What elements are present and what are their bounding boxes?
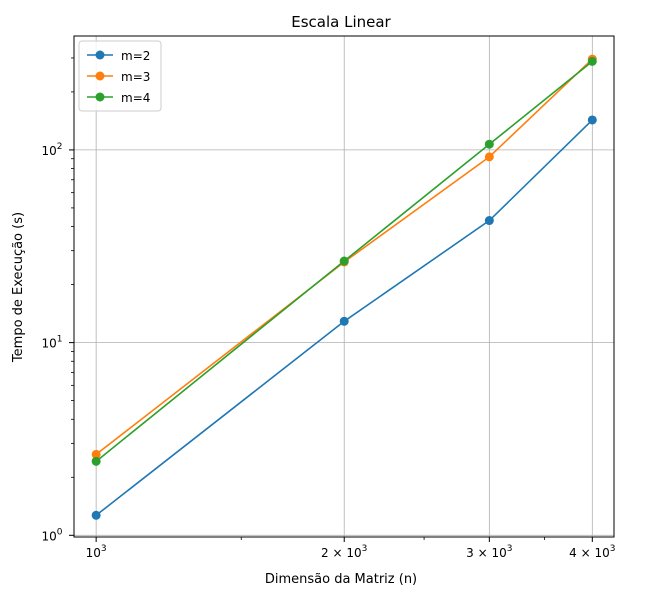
legend-item: m=3 bbox=[87, 70, 150, 84]
data-point bbox=[91, 510, 101, 520]
series-line bbox=[95, 60, 593, 462]
x-tick-label: 4 × 103 bbox=[569, 544, 615, 560]
data-point bbox=[484, 139, 494, 149]
legend-swatch-marker bbox=[95, 71, 105, 81]
data-point bbox=[587, 115, 597, 125]
x-tick-label: 103 bbox=[86, 544, 107, 560]
legend-swatch-marker bbox=[95, 92, 105, 102]
x-tick-label: 3 × 103 bbox=[466, 544, 512, 560]
legend-item: m=2 bbox=[87, 49, 150, 63]
data-point bbox=[91, 456, 101, 466]
data-point bbox=[484, 152, 494, 162]
x-axis-label: Dimensão da Matriz (n) bbox=[265, 572, 417, 587]
y-tick-label: 101 bbox=[41, 335, 62, 351]
series-line bbox=[95, 58, 593, 456]
legend-swatch-marker bbox=[95, 50, 105, 60]
legend-item: m=4 bbox=[87, 91, 150, 105]
data-point bbox=[339, 316, 349, 326]
chart-title: Escala Linear bbox=[291, 13, 391, 31]
tick-layer: 103 2 × 103 3 × 103 4 × 103 100 101 102 bbox=[41, 57, 615, 560]
series-m=4 bbox=[91, 56, 597, 466]
y-axis-label: Tempo de Execução (s) bbox=[11, 212, 26, 363]
data-point bbox=[484, 216, 494, 226]
data-point bbox=[339, 256, 349, 266]
data-point bbox=[587, 56, 597, 66]
data-point bbox=[91, 449, 101, 459]
series-m=2 bbox=[91, 115, 597, 520]
series-line bbox=[95, 119, 593, 516]
y-tick-label: 100 bbox=[41, 527, 62, 543]
legend: m=2 m=3 m=4 bbox=[78, 40, 162, 112]
legend-label: m=2 bbox=[121, 49, 150, 63]
series-layer bbox=[91, 54, 597, 520]
legend-label: m=4 bbox=[121, 91, 150, 105]
y-tick-label: 102 bbox=[41, 142, 62, 158]
legend-label: m=3 bbox=[121, 70, 150, 84]
x-tick-label: 2 × 103 bbox=[321, 544, 367, 560]
